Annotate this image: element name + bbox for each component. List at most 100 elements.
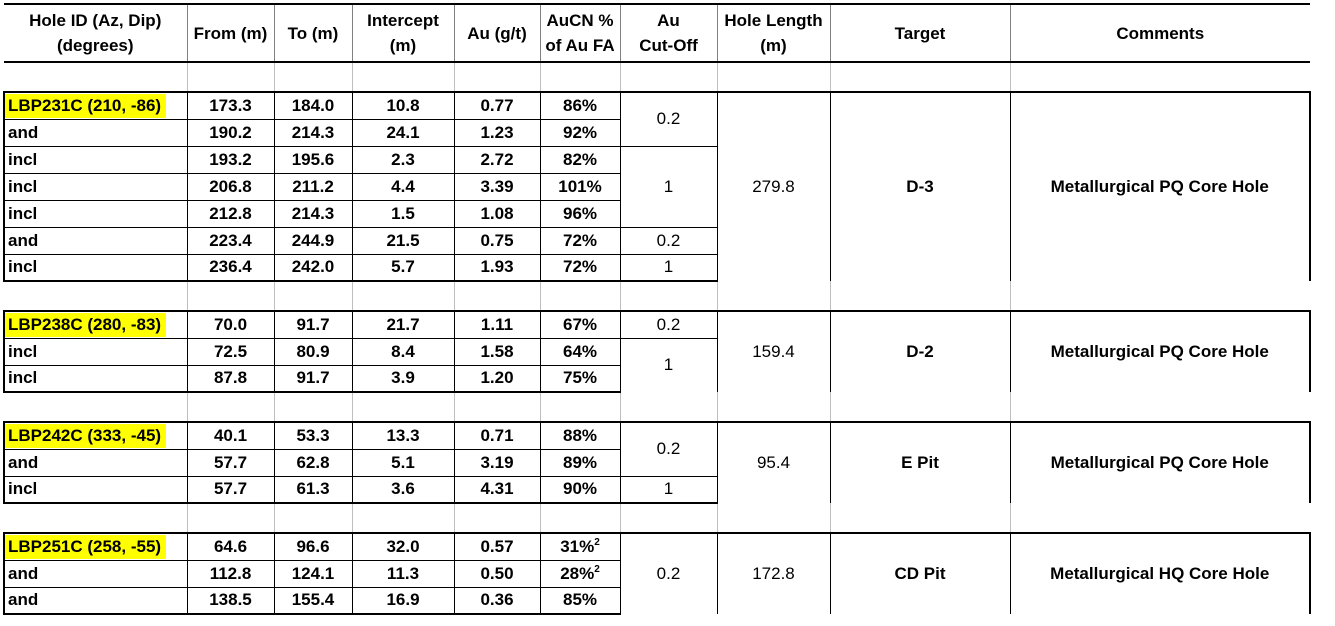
table-row: LBP251C (258, -55) 64.6 96.6 32.0 0.57 31%2 0.… [3,532,1311,614]
aucn-value: 67% [562,314,598,334]
hole-id-cell: LBP242C (333, -45) [3,421,187,449]
aucn-value: 72% [562,257,598,277]
intercept-cell: 3.9 [351,364,454,393]
cutoff-cell: 0.2 [619,532,717,614]
intercept-cell: 3.6 [351,475,454,504]
hole-id-text: incl [8,368,38,388]
hole-id-cell: incl [3,172,187,200]
spacer-cell [716,503,830,533]
spacer-row [4,392,1310,422]
spacer-cell [539,281,620,311]
spacer-cell [716,62,830,92]
hole-id-cell: and [3,559,187,587]
cutoff-cell: 1 [619,475,717,504]
spacer-cell [539,392,620,422]
au-grade-cell: 0.75 [453,226,540,254]
from-cell: 190.2 [186,118,274,146]
spacer-cell [273,503,352,533]
to-cell: 96.6 [273,532,352,560]
hole-id-cell: incl [3,145,187,173]
hole-id-text: incl [8,149,38,169]
au-grade-cell: 3.39 [453,172,540,200]
aucn-cell: 101% [539,172,620,200]
from-cell: 138.5 [186,586,274,615]
au-grade-cell: 2.72 [453,145,540,173]
hole-id-text: LBP238C (280, -83) [6,313,167,337]
hole-id-cell: and [3,448,187,476]
intercept-cell: 8.4 [351,337,454,365]
target-cell: D-3 [829,91,1010,281]
hole-id-cell: incl [3,337,187,365]
cutoff-cell: 0.2 [619,421,717,476]
header-row: Hole ID (Az, Dip) (degrees) From (m) To (… [4,3,1310,63]
from-cell: 70.0 [186,310,274,338]
hole-id-text: incl [8,176,38,196]
table-row: LBP231C (210, -86) 173.3 184.0 10.8 0.77 86% 0… [3,91,1311,281]
to-cell: 62.8 [273,448,352,476]
to-cell: 91.7 [273,310,352,338]
table-row: incl 57.7 61.3 3.6 4.31 90% 1 [3,475,1310,504]
hole-id-cell: and [3,226,187,254]
table-row: incl 72.5 80.9 8.4 1.58 64% 1 [3,337,1310,392]
to-cell: 155.4 [273,586,352,615]
table-row: incl 87.8 91.7 3.9 1.20 75% [3,364,1310,393]
hole-id-text: and [8,122,39,142]
from-cell: 212.8 [186,199,274,227]
intercept-cell: 10.8 [351,91,454,119]
to-cell: 184.0 [273,91,352,119]
to-cell: 195.6 [273,145,352,173]
hole-id-cell: and [3,118,187,146]
table-row: and 138.5 155.4 16.9 0.36 85% [3,586,1310,615]
hole-id-cell: incl [3,253,187,282]
intercept-cell: 24.1 [351,118,454,146]
cutoff-cell: 0.2 [619,226,717,254]
comment-cell: Metallurgical PQ Core Hole [1009,310,1311,392]
intercept-cell: 16.9 [351,586,454,615]
spacer-cell [619,62,717,92]
from-cell: 112.8 [186,559,274,587]
spacer-cell [539,503,620,533]
aucn-cell: 72% [539,253,620,282]
aucn-value: 31% [560,536,595,556]
intercept-cell: 2.3 [351,145,454,173]
spacer-cell [186,503,274,533]
cutoff-cell: 1 [619,253,717,282]
hole-id-text: and [8,563,39,583]
aucn-cell: 86% [539,91,620,119]
hole-id-cell: incl [3,364,187,393]
aucn-cell: 88% [539,421,620,449]
hole-id-text: and [8,452,39,472]
table-row: and 190.2 214.3 24.1 1.23 92% [3,118,1310,146]
to-cell: 242.0 [273,253,352,282]
spacer-cell [619,392,717,422]
spacer-cell [829,392,1010,422]
au-grade-cell: 0.77 [453,91,540,119]
hole-length-cell: 159.4 [716,310,830,392]
au-grade-cell: 0.36 [453,586,540,615]
cutoff-cell: 1 [619,337,717,392]
from-cell: 64.6 [186,532,274,560]
header-to: To (m) [273,3,352,63]
hole-length-cell: 172.8 [716,532,830,614]
au-grade-cell: 1.23 [453,118,540,146]
spacer-cell [273,392,352,422]
from-cell: 193.2 [186,145,274,173]
intercept-cell: 5.1 [351,448,454,476]
spacer-cell [716,392,830,422]
spacer-cell [351,281,454,311]
table-row: incl 193.2 195.6 2.3 2.72 82% 1 [3,145,1310,227]
footnote-marker: 2 [594,563,600,575]
aucn-value: 75% [562,368,598,388]
hole-id-cell: incl [3,475,187,504]
to-cell: 214.3 [273,199,352,227]
intercept-cell: 5.7 [351,253,454,282]
from-cell: 206.8 [186,172,274,200]
aucn-cell: 96% [539,199,620,227]
spacer-cell [453,62,540,92]
au-grade-cell: 1.93 [453,253,540,282]
from-cell: 236.4 [186,253,274,282]
intercept-cell: 13.3 [351,421,454,449]
intercept-cell: 21.5 [351,226,454,254]
to-cell: 80.9 [273,337,352,365]
au-grade-cell: 1.08 [453,199,540,227]
